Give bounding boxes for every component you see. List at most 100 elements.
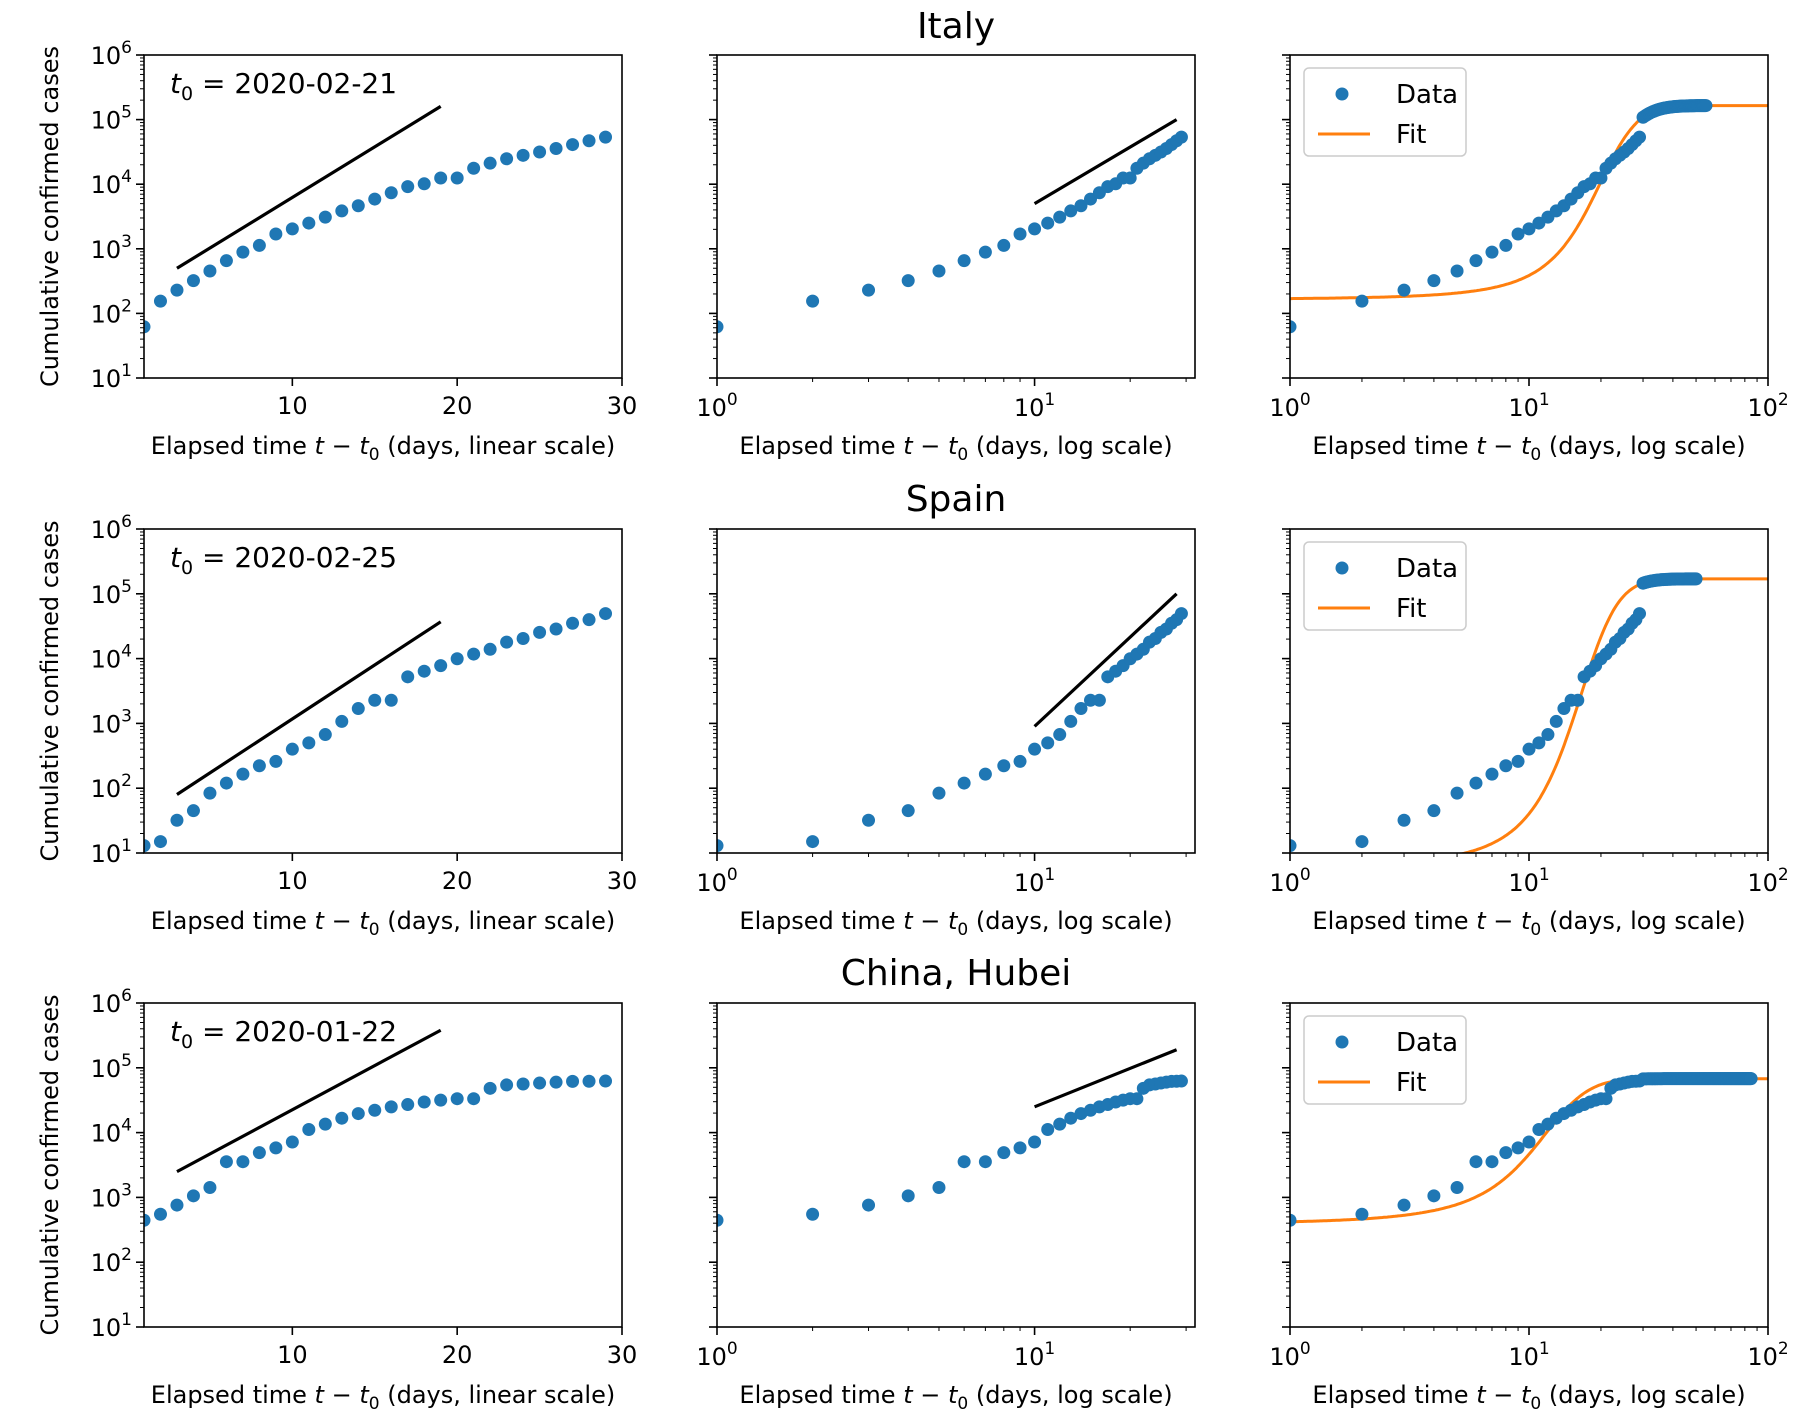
data-point [417, 177, 431, 191]
data-point [533, 625, 547, 639]
x-tick-label: 101 [1508, 865, 1549, 897]
data-point [236, 245, 250, 259]
data-point [335, 1111, 349, 1125]
data-point [1028, 222, 1042, 236]
data-point [434, 1093, 448, 1107]
legend-fit-label: Fit [1396, 1068, 1426, 1098]
y-axis-label: Cumulative confirmed cases [36, 521, 64, 862]
data-point [516, 1077, 530, 1091]
data-point [997, 238, 1011, 252]
y-tick-label: 105 [91, 577, 132, 609]
y-tick-label: 106 [91, 986, 132, 1018]
data-point [1427, 274, 1441, 288]
y-tick-label: 101 [91, 1310, 132, 1342]
data-point [153, 294, 167, 308]
data-point [582, 134, 596, 148]
y-tick-label: 105 [91, 1051, 132, 1083]
data-point [252, 238, 266, 252]
data-point [806, 835, 820, 849]
legend-data-label: Data [1396, 1028, 1458, 1058]
data-point [1427, 804, 1441, 818]
data-point [1013, 227, 1027, 241]
data-point [1355, 1207, 1369, 1221]
axes-frame [1289, 528, 1769, 854]
data-point [1397, 283, 1411, 297]
data-point [1290, 1213, 1297, 1227]
axes-frame [143, 528, 623, 854]
data-point [483, 642, 497, 656]
data-point [1053, 728, 1067, 742]
data-point [1699, 99, 1713, 113]
data-point [1290, 839, 1297, 853]
data-point [1174, 130, 1188, 144]
legend-data-label: Data [1396, 80, 1458, 110]
data-point [186, 274, 200, 288]
x-tick-label: 102 [1747, 865, 1788, 897]
legend-fit-label: Fit [1396, 594, 1426, 624]
axes-frame [716, 54, 1196, 379]
data-point [1689, 572, 1703, 586]
data-point [450, 171, 464, 185]
plot-area [717, 1048, 1188, 1227]
data-point [170, 283, 184, 297]
data-point [582, 613, 596, 627]
x-tick-label: 100 [696, 390, 737, 422]
data-point [483, 156, 497, 170]
data-point [144, 839, 151, 853]
data-point [219, 254, 233, 268]
data-point [957, 254, 971, 268]
x-axis-label: Elapsed time t − t0 (days, log scale) [1312, 907, 1745, 940]
data-point [978, 767, 992, 781]
data-point [269, 227, 283, 241]
data-point [901, 1189, 915, 1203]
y-tick-label: 106 [91, 512, 132, 544]
slope-guide-line [176, 1028, 442, 1174]
data-point [302, 216, 316, 230]
x-axis-label: Elapsed time t − t0 (days, log scale) [739, 1381, 1172, 1414]
plot-area [717, 592, 1188, 853]
data-point [599, 607, 613, 621]
data-point [1450, 786, 1464, 800]
data-point [566, 1074, 580, 1088]
data-point [186, 804, 200, 818]
data-point [1074, 702, 1088, 716]
x-tick-label: 10 [277, 1341, 308, 1369]
data-point [1355, 835, 1369, 849]
x-tick-label: 20 [442, 1341, 473, 1369]
data-point [368, 1103, 382, 1117]
x-tick-label: 102 [1747, 1339, 1788, 1371]
data-point [351, 1107, 365, 1121]
data-point [351, 702, 365, 716]
slope-guide-line [1033, 1048, 1178, 1109]
x-tick-label: 101 [1014, 865, 1055, 897]
y-axis-label: Cumulative confirmed cases [36, 995, 64, 1336]
data-point [806, 1207, 820, 1221]
plot-area [1290, 572, 1768, 853]
legend-data-label: Data [1396, 554, 1458, 584]
data-point [170, 813, 184, 827]
data-point [1290, 320, 1297, 334]
data-point [401, 1098, 415, 1112]
slope-guide-line [1033, 592, 1178, 728]
data-point [862, 813, 876, 827]
data-point [1028, 1135, 1042, 1149]
data-point [219, 1155, 233, 1169]
data-point [170, 1198, 184, 1212]
y-tick-label: 103 [91, 1180, 132, 1212]
data-point [516, 148, 530, 162]
x-tick-label: 101 [1508, 390, 1549, 422]
data-point [978, 245, 992, 259]
data-point [384, 1100, 398, 1114]
data-point [335, 714, 349, 728]
data-point [566, 616, 580, 630]
data-point [549, 622, 563, 636]
data-point [957, 776, 971, 790]
data-point [236, 1155, 250, 1169]
data-point [318, 1117, 332, 1131]
data-point [901, 804, 915, 818]
x-tick-label: 20 [442, 392, 473, 420]
data-point [467, 647, 481, 661]
data-point [401, 670, 415, 684]
data-point [285, 1135, 299, 1149]
